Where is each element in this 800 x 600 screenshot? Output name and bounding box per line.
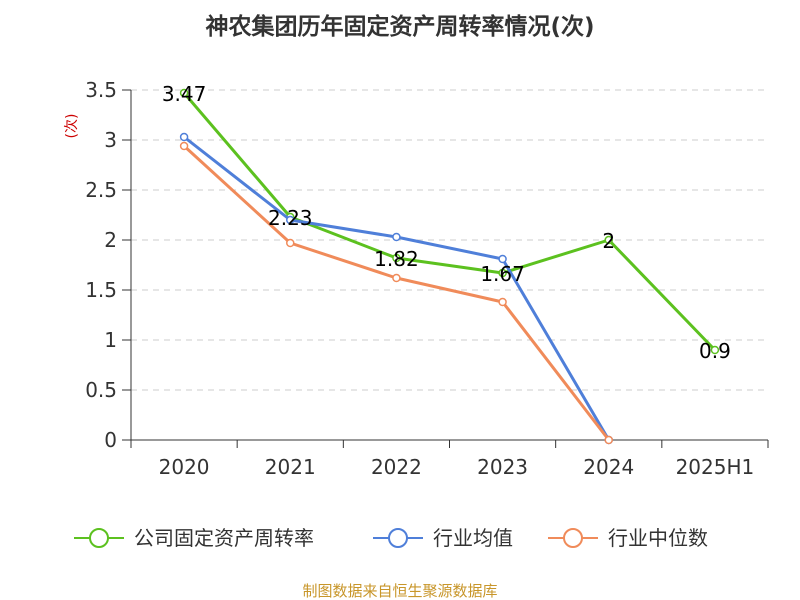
chart-title: 神农集团历年固定资产周转率情况(次) xyxy=(205,13,594,40)
series-1-point-2020 xyxy=(179,132,189,142)
series-0-data-label-2025h1: 0.9 xyxy=(699,339,731,363)
series-1-point-2021 xyxy=(286,215,295,225)
series-0-point-2025h1 xyxy=(710,345,720,355)
series-2-point-2024 xyxy=(604,435,613,445)
legend-marker-0 xyxy=(89,528,109,548)
series-0-data-label-2022: 1.82 xyxy=(374,247,419,271)
series-0-line xyxy=(182,92,716,352)
data-labels-layer: 3.47 2.23 1.82 1.67 2 0.9 xyxy=(162,82,731,363)
series-0-point-2023 xyxy=(498,268,507,278)
legend: 公司固定资产周转率 行业均值 行业中位数 xyxy=(74,526,708,550)
x-tick-label-2021: 2021 xyxy=(265,455,316,479)
series-1-point-2023 xyxy=(498,254,507,264)
y-tick-label-2: 2 xyxy=(104,228,117,252)
legend-label-1: 行业均值 xyxy=(433,526,513,550)
series-0-point-2020 xyxy=(179,88,189,98)
series-2-point-2022 xyxy=(392,273,401,283)
legend-marker-1 xyxy=(388,528,408,548)
series-2-point-2021 xyxy=(286,238,295,248)
y-axis-label: (次) xyxy=(64,114,80,139)
x-tick-label-2024: 2024 xyxy=(583,455,634,479)
series-2-point-2023 xyxy=(498,297,507,307)
series-1-line xyxy=(183,135,611,441)
series-0-point-2024 xyxy=(604,235,613,245)
series-layer xyxy=(179,88,720,445)
axes: 0 0.5 1 1.5 2 2.5 3 3.5 2020 2021 2022 2023 2024 2025… xyxy=(85,78,769,479)
y-tick-label-3: 3 xyxy=(104,128,117,152)
legend-label-0: 公司固定资产周转率 xyxy=(134,526,314,550)
y-tick-label-1: 1 xyxy=(104,328,117,352)
legend-marker-2 xyxy=(563,528,583,548)
y-tick-label-0-5: 0.5 xyxy=(85,378,117,402)
source-note: 制图数据来自恒生聚源数据库 xyxy=(302,582,497,600)
series-1-point-2022 xyxy=(392,232,401,242)
series-0-data-label-2024: 2 xyxy=(602,229,615,253)
series-0-point-2022 xyxy=(392,253,401,263)
series-0-data-label-2020: 3.47 xyxy=(162,82,207,106)
series-2-point-2020 xyxy=(179,141,189,151)
y-tick-label-3-5: 3.5 xyxy=(85,78,117,102)
x-tick-label-2020: 2020 xyxy=(159,455,210,479)
series-0-data-label-2023: 1.67 xyxy=(480,262,525,286)
series-0-data-label-2021: 2.23 xyxy=(268,206,313,230)
x-tick-label-2025h1: 2025H1 xyxy=(676,455,755,479)
legend-label-2: 行业中位数 xyxy=(608,526,708,550)
y-tick-label-1-5: 1.5 xyxy=(85,278,117,302)
x-tick-label-2023: 2023 xyxy=(477,455,528,479)
y-tick-label-2-5: 2.5 xyxy=(85,178,117,202)
grid-lines xyxy=(131,89,768,391)
y-tick-label-0: 0 xyxy=(104,428,117,452)
x-tick-label-2022: 2022 xyxy=(371,455,422,479)
